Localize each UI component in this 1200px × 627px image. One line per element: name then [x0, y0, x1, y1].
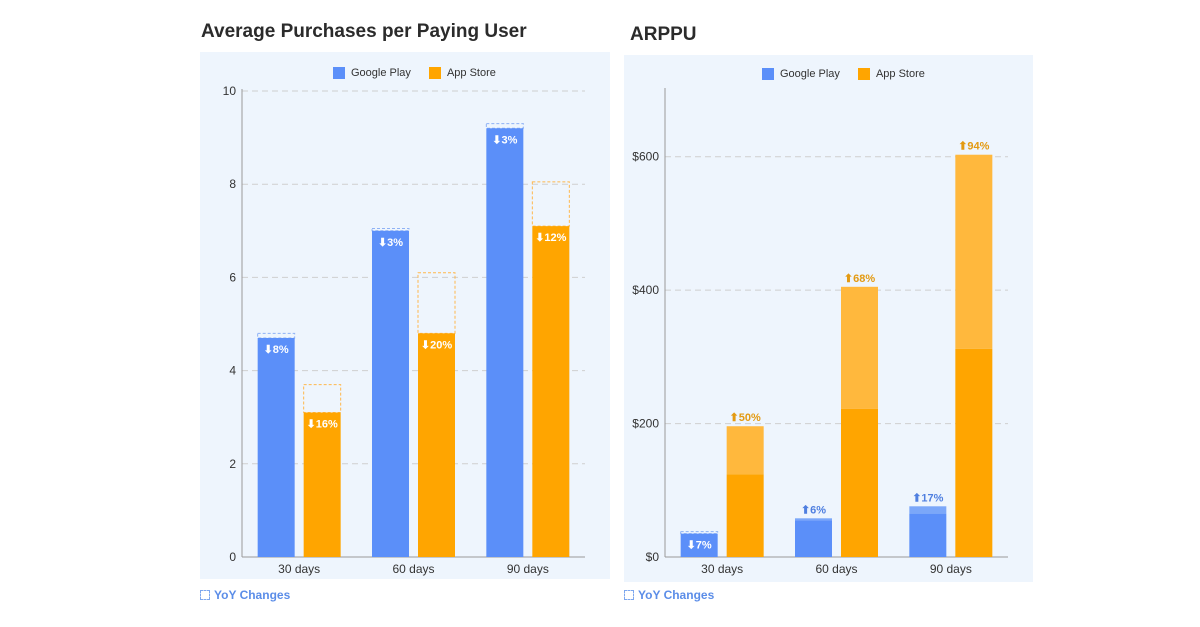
x-tick-label: 30 days: [278, 562, 320, 576]
chart-title-left: Average Purchases per Paying User: [201, 21, 527, 42]
legend-label-app-store: App Store: [446, 67, 496, 79]
yoy-footnote-label: YoY Changes: [638, 588, 715, 602]
bar-app-store: [303, 412, 341, 557]
y-tick-label: 2: [229, 457, 236, 471]
bar-app-store-previous: [303, 384, 342, 414]
bar-app-store: [726, 474, 764, 557]
x-tick-label: 30 days: [701, 562, 743, 576]
change-label-app-store: ⬆50%: [730, 412, 761, 424]
x-tick-label: 90 days: [930, 562, 972, 576]
legend-left: Google Play App Store: [333, 67, 496, 79]
y-tick-label: $0: [646, 550, 660, 564]
yoy-footnote-right: YoY Changes: [624, 588, 714, 602]
bar-google-play: [372, 230, 409, 558]
bar-google-play-increase: [909, 506, 947, 514]
change-label-app-store: ⬆94%: [958, 141, 989, 153]
bar-google-play: [909, 513, 947, 557]
change-label-app-store: ⬆68%: [844, 273, 875, 285]
bar-chart-left: 0 2 4 6 8 10 30 days ⬇8% ⬇16% 60 days ⬇3% ⬇20% 90 da…: [223, 84, 585, 576]
y-tick-label: $200: [632, 417, 659, 431]
change-label-app-store: ⬇20%: [421, 339, 452, 351]
y-tick-label: 0: [229, 550, 236, 564]
bar-app-store: [955, 348, 993, 557]
bar-google-play: [486, 128, 524, 557]
legend-right: Google Play App Store: [762, 68, 925, 80]
bar-google-play: [257, 337, 295, 557]
change-label-google-play: ⬆6%: [801, 504, 826, 516]
change-label-google-play: ⬆17%: [912, 492, 943, 504]
yoy-footnote-left: YoY Changes: [200, 588, 290, 602]
bar-google-play: [680, 533, 718, 557]
chart-title-right: ARPPU: [630, 24, 697, 45]
bar-app-store-previous: [531, 181, 570, 227]
bar-google-play-previous: [485, 123, 524, 129]
legend-item-google-play: Google Play: [333, 67, 411, 79]
bar-app-store-previous: [417, 272, 456, 334]
change-label-google-play: ⬇3%: [378, 237, 403, 249]
bar-google-play-previous: [371, 227, 410, 232]
change-label-app-store: ⬇12%: [535, 232, 566, 244]
app-store-swatch-icon: [428, 67, 441, 79]
y-tick-label: 4: [229, 364, 236, 378]
bar-app-store-increase: [726, 426, 764, 475]
yoy-legend-icon: [200, 590, 210, 600]
bar-app-store-increase: [841, 286, 878, 409]
legend-label-google-play: Google Play: [780, 68, 840, 80]
bar-google-play-increase: [795, 518, 832, 521]
change-label-google-play: ⬇3%: [492, 134, 517, 146]
bar-google-play-previous: [680, 531, 719, 535]
google-play-swatch-icon: [762, 68, 774, 80]
change-label-google-play: ⬇7%: [687, 540, 712, 552]
yoy-footnote-label: YoY Changes: [214, 588, 291, 602]
y-tick-label: $600: [632, 150, 659, 164]
google-play-swatch-icon: [333, 67, 345, 79]
yoy-legend-icon: [624, 590, 634, 600]
bar-app-store-increase: [955, 154, 993, 349]
change-label-google-play: ⬇8%: [264, 344, 289, 356]
legend-item-google-play: Google Play: [762, 68, 840, 80]
y-tick-label: $400: [632, 283, 659, 297]
x-tick-label: 60 days: [392, 562, 434, 576]
change-label-app-store: ⬇16%: [307, 419, 338, 431]
bar-app-store: [418, 333, 455, 557]
bar-chart-right: $0 $200 $400 $600 30 days ⬇7% ⬆50% 60 days ⬆6% ⬆6…: [632, 88, 1008, 576]
bar-google-play-previous: [257, 332, 296, 339]
bar-google-play: [795, 520, 832, 557]
legend-label-app-store: App Store: [875, 68, 925, 80]
legend-item-app-store: App Store: [428, 67, 496, 79]
legend-label-google-play: Google Play: [351, 67, 411, 79]
y-tick-label: 6: [229, 270, 236, 284]
legend-item-app-store: App Store: [857, 68, 925, 80]
y-tick-label: 10: [223, 84, 237, 98]
y-tick-label: 8: [229, 177, 236, 191]
x-tick-label: 90 days: [507, 562, 549, 576]
bar-app-store: [841, 408, 878, 557]
x-tick-label: 60 days: [815, 562, 857, 576]
app-store-swatch-icon: [857, 68, 870, 80]
bar-app-store: [532, 226, 570, 557]
